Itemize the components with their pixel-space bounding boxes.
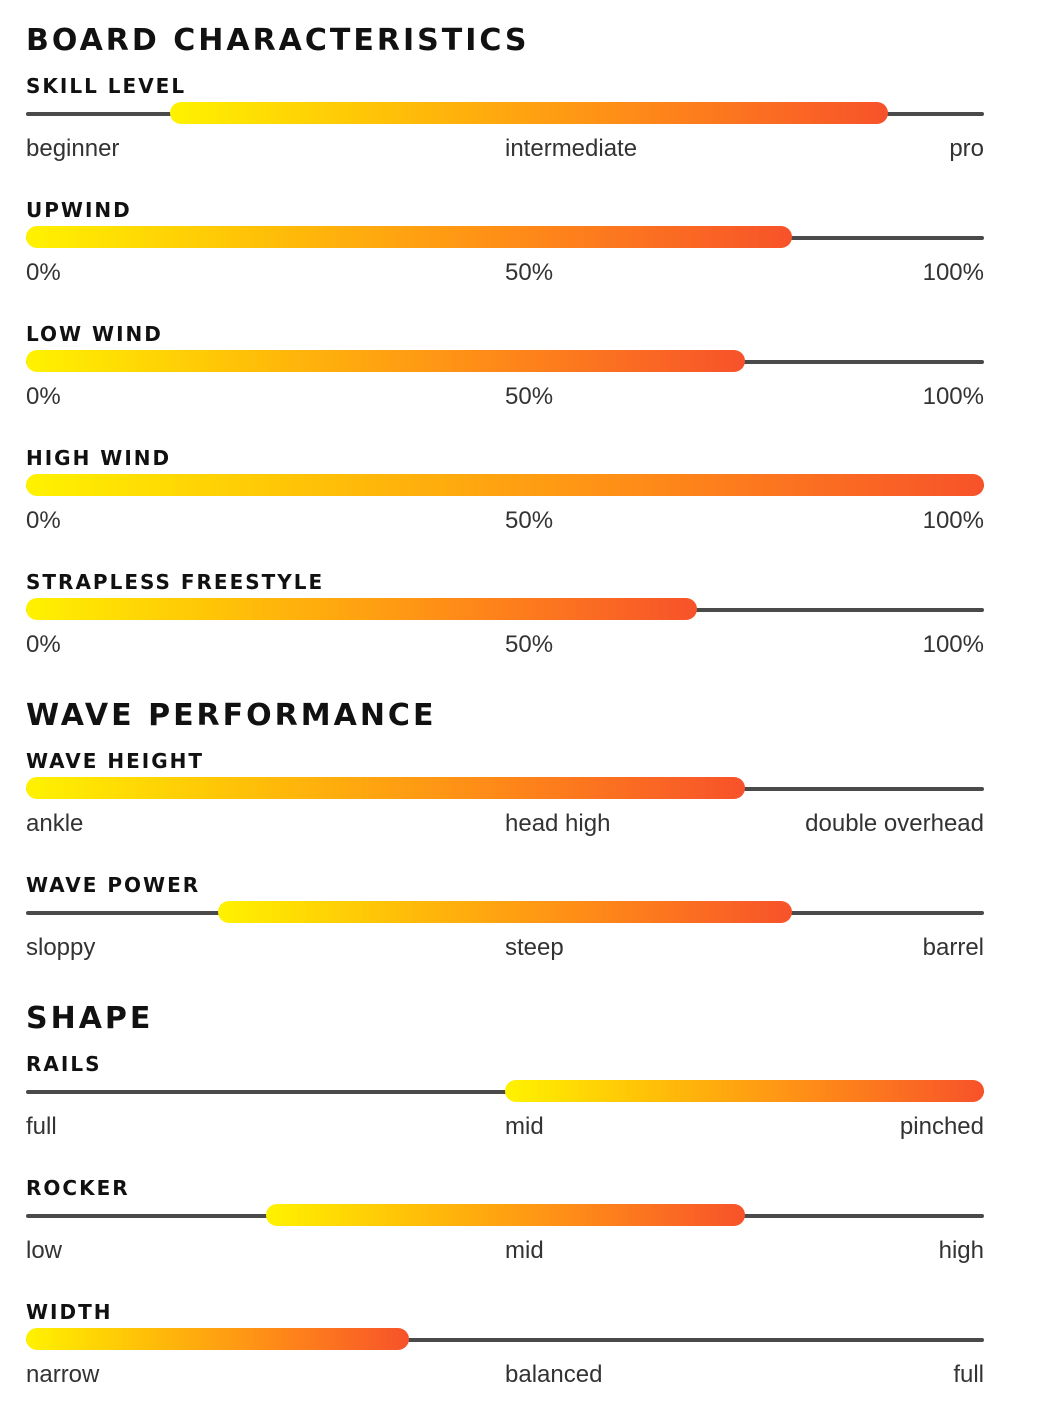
rating-fill-bar: [169, 102, 889, 124]
metric-rocker: ROCKER low mid high: [26, 1161, 984, 1285]
rating-fill-bar: [26, 598, 697, 620]
scale-label-mid: 50%: [505, 507, 554, 534]
scale-label-low: ankle: [26, 810, 84, 837]
scale-label-high: pinched: [899, 1113, 984, 1140]
rating-fill-bar: [26, 350, 745, 372]
metric-title: LOW WIND: [26, 322, 163, 346]
metric-strapless-freestyle: STRAPLESS FREESTYLE 0% 50% 100%: [26, 555, 984, 679]
rating-fill-bar: [26, 474, 984, 496]
rating-fill-bar: [217, 901, 793, 923]
scale-label-high: full: [953, 1361, 984, 1388]
section-title: SHAPE: [26, 1001, 154, 1036]
metric-title: UPWIND: [26, 198, 132, 222]
scale-label-low: 0%: [26, 383, 61, 410]
track-line: [26, 1338, 984, 1342]
scale-label-low: low: [26, 1237, 63, 1264]
scale-label-mid: head high: [505, 810, 611, 837]
scale-labels: 0% 50% 100%: [26, 382, 984, 412]
scale-label-mid: steep: [505, 934, 564, 961]
scale-label-mid: 50%: [505, 631, 554, 658]
scale-labels: ankle head high double overhead: [26, 809, 984, 839]
section-board-characteristics: BOARD CHARACTERISTICS SKILL LEVEL beginner…: [26, 0, 984, 679]
scale-label-mid: mid: [505, 1113, 544, 1140]
metric-title: RAILS: [26, 1052, 102, 1076]
metric-low-wind: LOW WIND 0% 50% 100%: [26, 307, 984, 431]
rating-fill-bar: [26, 1328, 410, 1350]
scale-label-high: 100%: [922, 259, 984, 286]
board-specs-panel: BOARD CHARACTERISTICS SKILL LEVEL beginner…: [26, 0, 984, 1409]
rating-fill-bar: [505, 1080, 984, 1102]
rating-track: [26, 102, 984, 126]
section-title: BOARD CHARACTERISTICS: [26, 23, 530, 58]
metric-rails: RAILS full mid pinched: [26, 1037, 984, 1161]
scale-labels: 0% 50% 100%: [26, 258, 984, 288]
scale-label-high: 100%: [922, 507, 984, 534]
metric-title: STRAPLESS FREESTYLE: [26, 570, 325, 594]
scale-label-mid: intermediate: [505, 135, 638, 162]
rating-fill-bar: [265, 1204, 745, 1226]
scale-label-low: 0%: [26, 631, 61, 658]
metric-upwind: UPWIND 0% 50% 100%: [26, 183, 984, 307]
metric-title: WIDTH: [26, 1300, 113, 1324]
scale-labels: 0% 50% 100%: [26, 630, 984, 660]
rating-track: [26, 777, 984, 801]
scale-label-high: 100%: [922, 383, 984, 410]
section-wave-performance: WAVE PERFORMANCE WAVE HEIGHT ankle head hig…: [26, 679, 984, 982]
scale-labels: narrow balanced full: [26, 1360, 984, 1390]
rating-fill-bar: [26, 226, 793, 248]
scale-label-mid: 50%: [505, 383, 554, 410]
scale-label-mid: mid: [505, 1237, 544, 1264]
rating-track: [26, 901, 984, 925]
scale-label-low: sloppy: [26, 934, 96, 961]
rating-track: [26, 598, 984, 622]
scale-label-high: high: [938, 1237, 984, 1264]
scale-label-high: 100%: [922, 631, 984, 658]
metric-wave-height: WAVE HEIGHT ankle head high double overhead: [26, 734, 984, 858]
scale-labels: 0% 50% 100%: [26, 506, 984, 536]
rating-track: [26, 226, 984, 250]
metric-wave-power: WAVE POWER sloppy steep barrel: [26, 858, 984, 982]
scale-label-low: narrow: [26, 1361, 100, 1388]
rating-track: [26, 350, 984, 374]
metric-width: WIDTH narrow balanced full: [26, 1285, 984, 1409]
scale-label-mid: 50%: [505, 259, 554, 286]
metric-title: ROCKER: [26, 1176, 130, 1200]
scale-label-low: 0%: [26, 507, 61, 534]
metric-title: WAVE POWER: [26, 873, 201, 897]
section-shape: SHAPE RAILS full mid pinched ROCKER low mid high…: [26, 982, 984, 1409]
metric-title: WAVE HEIGHT: [26, 749, 205, 773]
scale-label-low: beginner: [26, 135, 120, 162]
rating-track: [26, 1204, 984, 1228]
metric-skill-level: SKILL LEVEL beginner intermediate pro: [26, 59, 984, 183]
scale-label-low: 0%: [26, 259, 61, 286]
section-title: WAVE PERFORMANCE: [26, 698, 437, 733]
scale-label-high: double overhead: [805, 810, 984, 837]
rating-track: [26, 1328, 984, 1352]
scale-labels: full mid pinched: [26, 1112, 984, 1142]
scale-label-mid: balanced: [505, 1361, 603, 1388]
rating-track: [26, 1080, 984, 1104]
metric-title: HIGH WIND: [26, 446, 172, 470]
scale-label-high: barrel: [922, 934, 984, 961]
rating-track: [26, 474, 984, 498]
scale-label-low: full: [26, 1113, 57, 1140]
scale-labels: beginner intermediate pro: [26, 134, 984, 164]
scale-label-high: pro: [949, 135, 984, 162]
rating-fill-bar: [26, 777, 745, 799]
scale-labels: low mid high: [26, 1236, 984, 1266]
metric-high-wind: HIGH WIND 0% 50% 100%: [26, 431, 984, 555]
metric-title: SKILL LEVEL: [26, 74, 187, 98]
scale-labels: sloppy steep barrel: [26, 933, 984, 963]
